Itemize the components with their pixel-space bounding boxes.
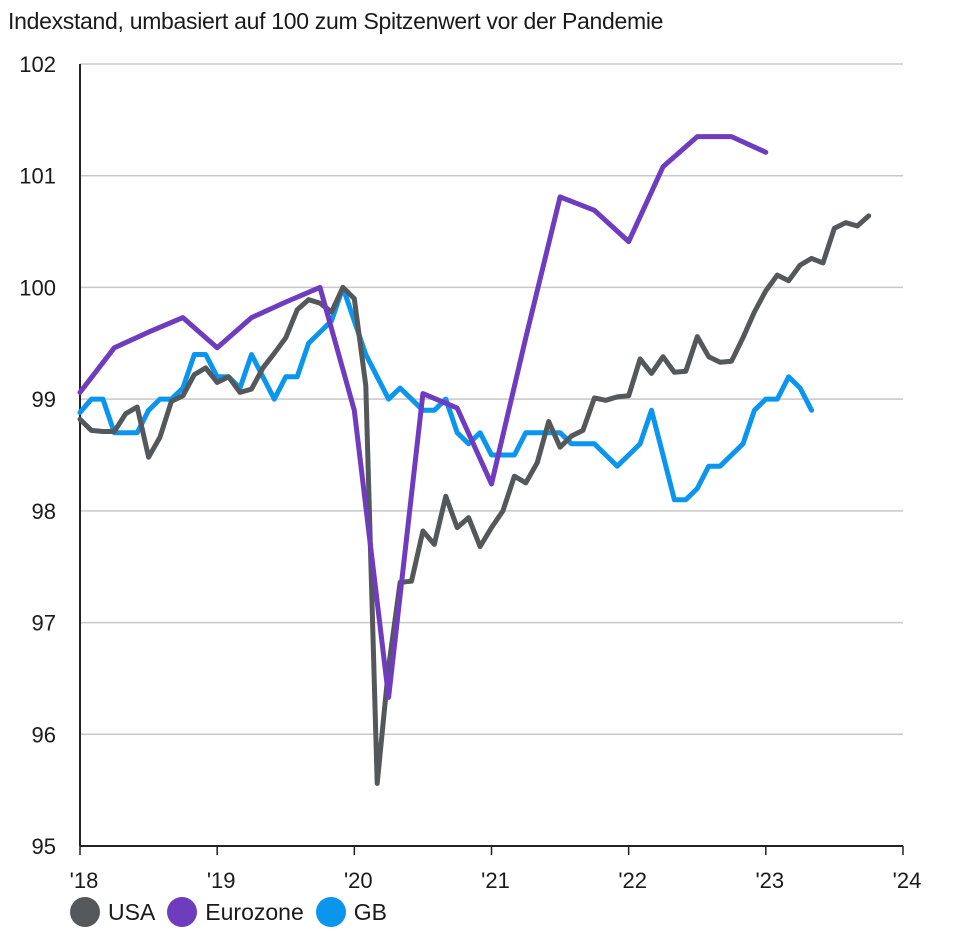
legend-item-gb: GB xyxy=(315,897,387,927)
y-axis-ticks: 95 96 97 98 99 100 101 102 xyxy=(19,52,56,859)
x-tick-label: '20 xyxy=(344,868,373,893)
legend-label: Eurozone xyxy=(205,898,304,925)
legend-swatch xyxy=(167,897,198,927)
y-tick-label: 97 xyxy=(32,611,56,636)
y-tick-label: 100 xyxy=(19,275,56,300)
x-axis-ticks: '18 '19 '20 '21 '22 '23 '24 xyxy=(70,868,922,893)
x-tick-label: '19 xyxy=(207,868,236,893)
legend: USA Eurozone GB xyxy=(70,897,399,927)
gridlines xyxy=(80,63,903,736)
legend-item-eurozone: Eurozone xyxy=(167,897,304,927)
x-tick-label: '18 xyxy=(70,868,99,893)
y-tick-label: 98 xyxy=(32,499,56,524)
y-tick-label: 101 xyxy=(19,164,56,189)
legend-label: GB xyxy=(353,898,387,925)
y-tick-label: 95 xyxy=(32,834,56,859)
axes xyxy=(79,64,904,855)
y-tick-label: 102 xyxy=(19,52,56,77)
series-line-usa xyxy=(77,213,872,786)
x-tick-label: '22 xyxy=(618,868,647,893)
series-line-gb xyxy=(77,284,815,503)
x-tick-label: '21 xyxy=(481,868,510,893)
series-line-eurozone xyxy=(77,134,769,700)
y-tick-label: 99 xyxy=(32,387,56,412)
y-tick-label: 96 xyxy=(32,722,56,747)
legend-swatch xyxy=(70,897,100,927)
x-tick-label: '24 xyxy=(893,868,922,893)
legend-label: USA xyxy=(108,898,156,925)
legend-swatch xyxy=(315,897,346,927)
x-tick-label: '23 xyxy=(755,868,784,893)
legend-item-usa: USA xyxy=(70,897,155,927)
chart-subtitle: Indexstand, umbasiert auf 100 zum Spitze… xyxy=(8,8,664,34)
series-lines xyxy=(77,134,872,786)
